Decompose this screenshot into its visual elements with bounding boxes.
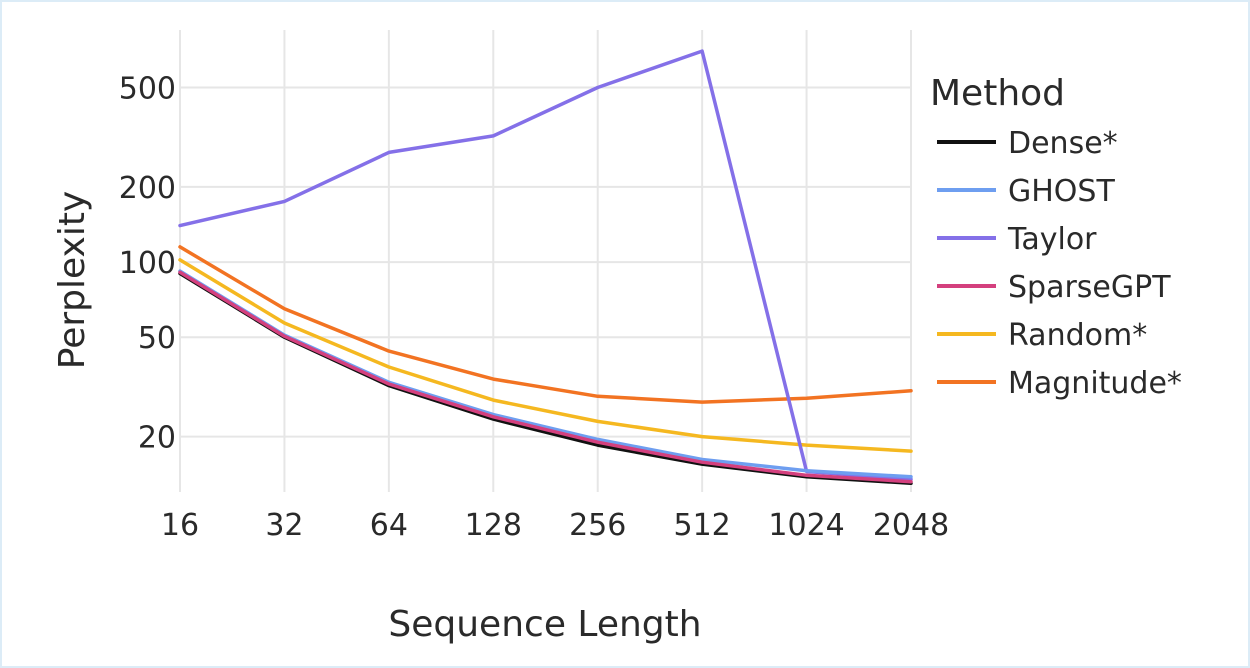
legend: Method Dense* GHOST Taylor SparseGPT Random*… <box>930 73 1182 401</box>
y-tick-label: 20 <box>138 421 176 456</box>
x-tick-label: 32 <box>265 508 303 543</box>
x-tick-label: 512 <box>674 508 731 543</box>
legend-label-taylor: Taylor <box>1007 222 1097 257</box>
y-tick-label: 100 <box>119 246 176 281</box>
series-line-taylor <box>178 49 913 481</box>
y-axis-ticks: 20 50 100 200 500 <box>119 72 176 456</box>
legend-label-magnitude: Magnitude* <box>1008 366 1182 401</box>
y-tick-label: 500 <box>119 72 176 107</box>
x-tick-label: 256 <box>569 508 626 543</box>
x-axis-ticks: 16 32 64 128 256 512 1024 2048 <box>161 508 949 543</box>
legend-label-random: Random* <box>1008 318 1147 353</box>
y-tick-label: 200 <box>119 171 176 206</box>
x-tick-label: 1024 <box>768 508 844 543</box>
legend-label-ghost: GHOST <box>1008 174 1115 209</box>
grid-lines <box>179 30 912 492</box>
x-tick-label: 64 <box>370 508 408 543</box>
legend-label-sparsegpt: SparseGPT <box>1008 270 1171 305</box>
y-tick-label: 50 <box>138 321 176 356</box>
series-line-random <box>178 258 913 453</box>
series-line-sparsegpt <box>178 270 913 484</box>
x-tick-label: 128 <box>465 508 522 543</box>
x-tick-label: 16 <box>161 508 199 543</box>
x-tick-label: 2048 <box>873 508 949 543</box>
legend-label-dense: Dense* <box>1008 126 1118 161</box>
y-axis-title: Perplexity <box>52 191 93 369</box>
series-lines <box>178 49 913 486</box>
x-axis-title: Sequence Length <box>388 604 701 645</box>
legend-title: Method <box>930 73 1065 114</box>
